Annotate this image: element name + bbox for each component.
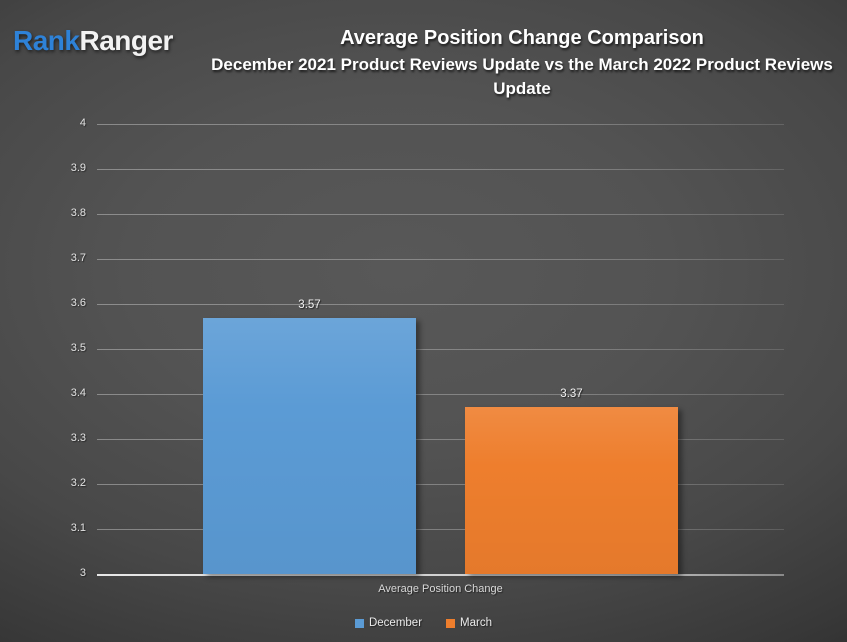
y-gridline [97, 169, 784, 170]
y-gridline [97, 349, 784, 350]
rankranger-logo: RankRanger [13, 25, 173, 57]
y-axis-tick-label: 3.8 [70, 207, 86, 219]
legend-swatch-icon [354, 618, 364, 628]
chart-title: Average Position Change Comparison [340, 27, 704, 49]
bar-december [203, 318, 416, 574]
y-axis-tick-label: 3.4 [70, 387, 86, 399]
y-axis-tick-label: 3.7 [70, 252, 86, 264]
y-axis-tick-label: 3.5 [70, 342, 86, 354]
logo-text-rank: Rank [13, 25, 80, 56]
bar-march [465, 407, 678, 574]
y-axis-tick-label: 3.9 [70, 162, 86, 174]
y-gridline [97, 529, 784, 530]
y-axis-tick-label: 3.6 [70, 297, 86, 309]
bar-surface [203, 318, 416, 574]
chart-plot-area: 4 3.9 3.8 3.7 3.6 3.5 3.4 3.3 3.2 3.1 3 3.57 3.37 [71, 117, 784, 579]
y-gridline [97, 259, 784, 260]
bar-value-label: 3.37 [560, 388, 583, 400]
y-axis-tick-label: 3 [79, 567, 86, 579]
y-gridline [97, 484, 784, 485]
chart-subtitle: December 2021 Product Reviews Update vs … [211, 55, 833, 98]
legend-swatch-icon [446, 618, 456, 628]
x-axis-label: Average Position Change [378, 583, 503, 595]
bar-surface [465, 407, 678, 574]
y-axis-tick-label: 3.3 [70, 432, 86, 444]
y-gridline [97, 394, 784, 395]
title-block: Average Position Change Comparison Decem… [197, 25, 847, 101]
y-gridline [97, 439, 784, 440]
y-gridline [97, 214, 784, 215]
y-gridline [97, 304, 784, 305]
y-axis-tick-label: 3.1 [70, 522, 86, 534]
chart-legend: December March [0, 617, 847, 629]
y-axis-tick-label: 4 [79, 117, 86, 129]
y-gridline [97, 124, 784, 125]
y-axis-tick-label: 3.2 [70, 477, 86, 489]
legend-item-march: March [446, 617, 492, 629]
legend-label: December [368, 617, 423, 629]
logo-text-ranger: Ranger [79, 25, 173, 56]
x-axis-line [97, 574, 784, 576]
bar-value-label: 3.57 [298, 299, 321, 311]
legend-label: March [460, 617, 492, 629]
legend-item-december: December [354, 617, 423, 629]
